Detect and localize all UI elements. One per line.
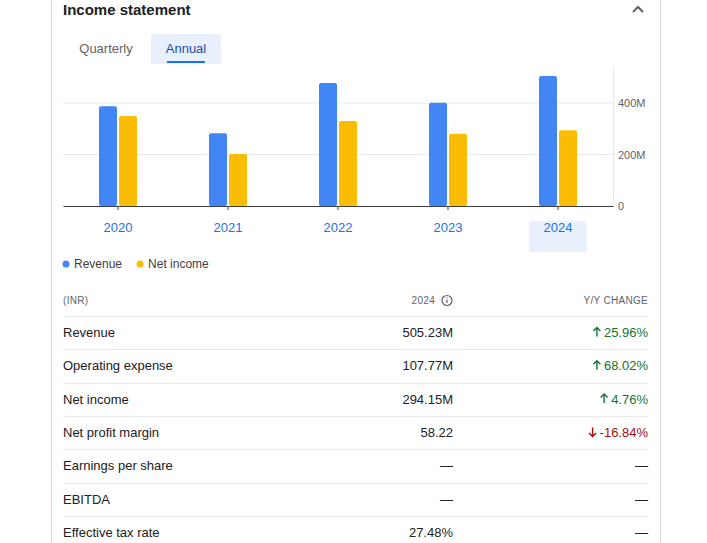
- row-label: Net profit margin: [63, 425, 159, 440]
- bar[interactable]: [429, 103, 447, 206]
- card-border: [660, 0, 661, 543]
- x-tick-mark: [338, 206, 339, 210]
- x-tick-label[interactable]: 2022: [324, 220, 353, 235]
- row-change: 25.96%: [604, 325, 649, 340]
- y-tick-label: 200M: [618, 149, 646, 161]
- x-tick-label[interactable]: 2020: [104, 220, 133, 235]
- table-header: (INR): [63, 295, 88, 306]
- legend-swatch: [63, 261, 70, 268]
- row-label: Revenue: [63, 325, 115, 340]
- bar[interactable]: [319, 83, 337, 206]
- y-tick: 0: [613, 200, 624, 212]
- row-change: —: [635, 458, 648, 473]
- bar[interactable]: [209, 133, 227, 206]
- y-tick-label: 0: [618, 200, 624, 212]
- y-axis: 400M 200M 0: [613, 68, 646, 213]
- bar[interactable]: [229, 154, 247, 206]
- row-divider: [63, 516, 648, 517]
- row-label: Earnings per share: [63, 458, 173, 473]
- legend-swatch: [137, 261, 144, 268]
- row-label: Effective tax rate: [63, 525, 160, 540]
- row-value: 505.23M: [402, 325, 453, 340]
- row-label: Operating expense: [63, 358, 173, 373]
- row-divider: [63, 316, 648, 317]
- selected-year-highlight: [529, 221, 587, 252]
- tab-underline: [167, 61, 205, 63]
- x-tick-mark: [448, 206, 449, 210]
- row-value: 294.15M: [402, 392, 453, 407]
- header-title: Income statement: [63, 1, 191, 18]
- bar[interactable]: [99, 106, 117, 206]
- x-tick-mark: [118, 206, 119, 210]
- row-value: —: [440, 458, 453, 473]
- bar[interactable]: [449, 134, 467, 206]
- tab-label[interactable]: Quarterly: [79, 41, 133, 56]
- y-tick: 400M: [613, 97, 646, 109]
- info-icon[interactable]: [442, 296, 452, 306]
- row-value: 58.22: [420, 425, 453, 440]
- x-tick: 2020: [104, 206, 133, 235]
- x-axis: 2020 2021 2022 2023 2024: [64, 206, 614, 235]
- change-arrow: [593, 328, 600, 337]
- row-divider: [63, 483, 648, 484]
- bar[interactable]: [119, 116, 137, 206]
- row-label: Net income: [63, 392, 129, 407]
- tab-label[interactable]: Annual: [166, 41, 207, 56]
- row-label: EBITDA: [63, 492, 110, 507]
- bar[interactable]: [539, 76, 557, 206]
- x-tick-mark: [558, 206, 559, 210]
- bars: [99, 76, 577, 206]
- row-divider: [63, 383, 648, 384]
- grid-line: [63, 154, 613, 155]
- row-change: 4.76%: [611, 392, 648, 407]
- y-tick: 200M: [613, 149, 646, 161]
- row-change: 68.02%: [604, 358, 649, 373]
- x-tick: 2024: [544, 206, 573, 235]
- row-value: 107.77M: [402, 358, 453, 373]
- x-tick-label[interactable]: 2024: [544, 220, 573, 235]
- y-tick-label: 400M: [618, 97, 646, 109]
- tab[interactable]: Annual: [151, 34, 221, 64]
- row-value: 27.48%: [409, 525, 454, 540]
- row-divider: [63, 449, 648, 450]
- x-tick-mark: [228, 206, 229, 210]
- row-value: —: [440, 492, 453, 507]
- row-divider: [63, 416, 648, 417]
- x-tick: 2022: [324, 206, 353, 235]
- x-tick: 2021: [214, 206, 243, 235]
- grid-line: [63, 103, 613, 104]
- legend: Revenue Net income: [63, 257, 210, 271]
- bar[interactable]: [559, 130, 577, 206]
- row-change: —: [635, 525, 648, 540]
- bar[interactable]: [339, 121, 357, 206]
- table-header: 2024: [412, 295, 436, 306]
- change-arrow: [593, 361, 600, 370]
- grid: [63, 103, 613, 206]
- tab-background[interactable]: [151, 34, 221, 64]
- row-change: —: [635, 492, 648, 507]
- x-tick-label[interactable]: 2023: [434, 220, 463, 235]
- y-axis-line: [613, 68, 614, 207]
- widget: Income statement Quarterly Annual 400M 200M 0…: [0, 0, 707, 543]
- collapse-chevron[interactable]: [633, 7, 643, 12]
- legend-label: Revenue: [74, 257, 122, 271]
- table: (INR) 2024 Y/Y CHANGE Revenue 505.23M 25.96% O…: [63, 295, 648, 540]
- card-border: [51, 0, 52, 543]
- tab[interactable]: Quarterly: [79, 41, 133, 56]
- legend-label: Net income: [148, 257, 209, 271]
- row-divider: [63, 349, 648, 350]
- x-tick: 2023: [434, 206, 463, 235]
- change-arrow: [601, 394, 608, 403]
- table-header: Y/Y CHANGE: [584, 295, 649, 306]
- row-change: -16.84%: [600, 425, 649, 440]
- change-arrow: [589, 427, 596, 436]
- x-tick-label[interactable]: 2021: [214, 220, 243, 235]
